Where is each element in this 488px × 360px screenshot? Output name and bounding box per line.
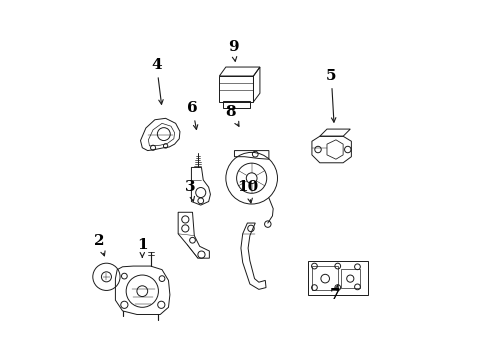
Text: 4: 4 — [151, 58, 163, 104]
Text: 2: 2 — [94, 234, 105, 256]
Bar — [308, 261, 367, 296]
Bar — [340, 269, 360, 288]
Text: 6: 6 — [187, 101, 198, 130]
Text: 5: 5 — [325, 69, 336, 122]
Text: 3: 3 — [184, 180, 195, 201]
Text: 9: 9 — [227, 40, 238, 61]
Text: 7: 7 — [329, 285, 340, 302]
Bar — [219, 76, 253, 102]
Text: 10: 10 — [237, 180, 258, 203]
Bar — [223, 101, 249, 108]
Text: 1: 1 — [137, 238, 147, 257]
Bar — [311, 266, 337, 291]
Text: 8: 8 — [225, 105, 239, 126]
